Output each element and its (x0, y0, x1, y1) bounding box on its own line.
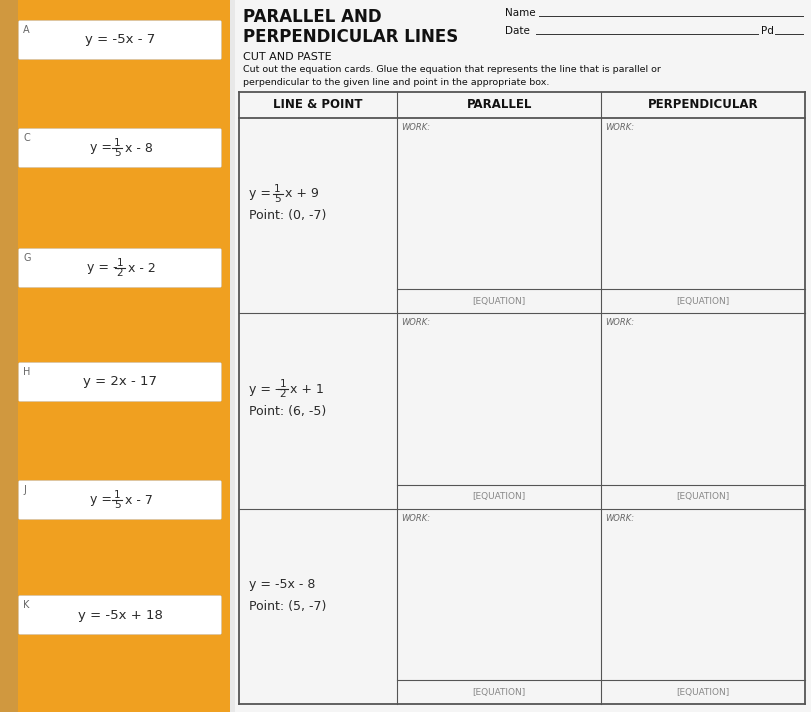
Text: WORK:: WORK: (605, 123, 634, 132)
Text: C: C (23, 133, 30, 143)
Text: 5: 5 (274, 194, 281, 204)
Text: y = 2x - 17: y = 2x - 17 (83, 375, 157, 389)
Text: y = -5x - 8: y = -5x - 8 (249, 578, 315, 591)
FancyBboxPatch shape (19, 248, 221, 288)
Text: H: H (23, 367, 30, 377)
Text: y = -5x - 7: y = -5x - 7 (85, 33, 155, 46)
Text: PERPENDICULAR LINES: PERPENDICULAR LINES (243, 28, 458, 46)
Text: PERPENDICULAR: PERPENDICULAR (648, 98, 758, 112)
Text: A: A (23, 25, 30, 35)
Text: 1: 1 (117, 258, 123, 268)
FancyBboxPatch shape (19, 21, 221, 60)
FancyBboxPatch shape (19, 481, 221, 520)
Text: 1: 1 (280, 379, 286, 389)
Text: Point: (5, -7): Point: (5, -7) (249, 600, 326, 613)
Text: WORK:: WORK: (605, 513, 634, 523)
Text: x - 8: x - 8 (126, 142, 153, 155)
Text: Pd: Pd (761, 26, 774, 36)
Text: 2: 2 (117, 268, 123, 278)
Text: x - 2: x - 2 (128, 261, 156, 275)
Text: LINE & POINT: LINE & POINT (273, 98, 363, 112)
Text: [EQUATION]: [EQUATION] (473, 297, 526, 306)
Text: Point: (0, -7): Point: (0, -7) (249, 209, 326, 222)
Text: 1: 1 (274, 184, 281, 194)
Text: [EQUATION]: [EQUATION] (676, 492, 730, 501)
Text: WORK:: WORK: (605, 318, 634, 328)
Text: perpendicular to the given line and point in the appropriate box.: perpendicular to the given line and poin… (243, 78, 549, 87)
Text: WORK:: WORK: (401, 513, 431, 523)
Text: WORK:: WORK: (401, 318, 431, 328)
Text: G: G (23, 253, 31, 263)
Text: [EQUATION]: [EQUATION] (676, 688, 730, 696)
Text: K: K (23, 600, 29, 610)
FancyBboxPatch shape (235, 0, 811, 712)
Text: PARALLEL: PARALLEL (466, 98, 532, 112)
FancyBboxPatch shape (19, 362, 221, 402)
Text: x + 9: x + 9 (285, 187, 319, 200)
Text: J: J (23, 485, 26, 495)
Text: PARALLEL AND: PARALLEL AND (243, 8, 382, 26)
Text: Cut out the equation cards. Glue the equation that represents the line that is p: Cut out the equation cards. Glue the equ… (243, 65, 661, 74)
Text: y = -5x + 18: y = -5x + 18 (78, 609, 162, 622)
Text: y = -: y = - (249, 382, 280, 395)
FancyBboxPatch shape (19, 128, 221, 167)
Text: y =: y = (89, 493, 116, 506)
FancyBboxPatch shape (0, 0, 18, 712)
Text: 5: 5 (114, 500, 121, 510)
Text: Date: Date (505, 26, 530, 36)
Text: Point: (6, -5): Point: (6, -5) (249, 404, 326, 417)
Text: WORK:: WORK: (401, 123, 431, 132)
Text: [EQUATION]: [EQUATION] (473, 492, 526, 501)
Text: 1: 1 (114, 138, 121, 148)
Text: y =: y = (249, 187, 275, 200)
FancyBboxPatch shape (19, 595, 221, 634)
Text: 1: 1 (114, 490, 121, 500)
Text: [EQUATION]: [EQUATION] (473, 688, 526, 696)
Text: Name: Name (505, 8, 535, 18)
Text: 2: 2 (280, 389, 286, 399)
Text: y =: y = (89, 142, 116, 155)
Text: 5: 5 (114, 148, 121, 158)
Text: x - 7: x - 7 (126, 493, 153, 506)
FancyBboxPatch shape (0, 0, 230, 712)
Text: CUT AND PASTE: CUT AND PASTE (243, 52, 332, 62)
Text: [EQUATION]: [EQUATION] (676, 297, 730, 306)
Text: y = -: y = - (87, 261, 118, 275)
Text: x + 1: x + 1 (290, 382, 324, 395)
